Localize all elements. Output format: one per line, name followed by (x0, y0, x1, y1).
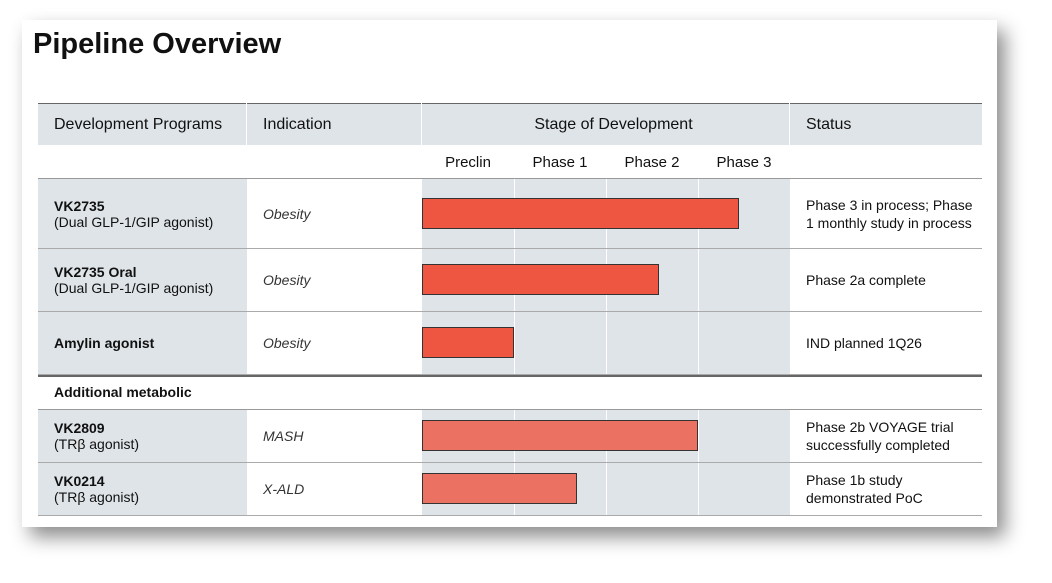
header-bg (38, 103, 982, 145)
stage-label: Phase 3 (716, 153, 772, 171)
stage-divider (698, 410, 699, 462)
progress-bar (422, 327, 514, 358)
row-rule (38, 248, 982, 249)
progress-bar (422, 420, 698, 451)
rule (38, 178, 982, 179)
row-rule (38, 311, 982, 312)
card: Pipeline Overview Development Programs In… (22, 20, 997, 527)
program-name: Amylin agonist (54, 335, 155, 351)
stage-label: Preclin (445, 153, 491, 171)
program-name: VK2809 (54, 420, 105, 436)
program-bg (38, 179, 247, 248)
stage-divider (698, 463, 699, 515)
status: Phase 2a complete (806, 272, 926, 288)
program-cell: VK0214 (TRβ agonist) (38, 463, 247, 515)
column-header: Development Programs (38, 103, 247, 145)
program-cell: Amylin agonist (38, 312, 247, 374)
status: IND planned 1Q26 (806, 335, 922, 351)
program-cell: VK2809 (TRβ agonist) (38, 410, 247, 462)
program-detail: (TRβ agonist) (54, 489, 140, 505)
indication: Obesity (263, 335, 311, 351)
section-title: Additional metabolic (54, 384, 192, 400)
page-title: Pipeline Overview (33, 28, 282, 60)
indication: Obesity (263, 272, 311, 288)
progress-bar (422, 264, 660, 295)
column-header: Status (806, 116, 852, 133)
indication: Obesity (263, 205, 311, 222)
program-bg (38, 312, 247, 374)
progress-bar (422, 473, 577, 504)
program-name: VK2735 (54, 197, 105, 214)
indication: MASH (263, 428, 304, 444)
program-bg (38, 249, 247, 311)
stage-divider (606, 463, 607, 515)
status: Phase 2b VOYAGE trial successfully compl… (806, 419, 954, 453)
program-detail: (Dual GLP-1/GIP agonist) (54, 280, 214, 296)
row-rule (38, 515, 982, 516)
row-rule (38, 374, 982, 375)
status: Phase 1b study demonstrated PoC (806, 472, 923, 506)
stage-divider (514, 312, 515, 374)
program-name: VK2735 Oral (54, 264, 137, 280)
program-bg (38, 410, 247, 462)
rule (38, 375, 982, 377)
status: Phase 3 in process; Phase 1 monthly stud… (806, 196, 973, 231)
stage-label: Phase 1 (532, 153, 588, 171)
row-rule (38, 462, 982, 463)
program-detail: (TRβ agonist) (54, 436, 140, 452)
stage-divider (698, 312, 699, 374)
progress-bar (422, 197, 740, 229)
program-name: VK0214 (54, 473, 105, 489)
indication: X-ALD (263, 481, 305, 497)
column-header: Indication (247, 103, 422, 145)
stage-label: Phase 2 (624, 153, 680, 171)
program-detail: (Dual GLP-1/GIP agonist) (54, 213, 214, 230)
stage-divider (698, 249, 699, 311)
program-bg (38, 463, 247, 515)
program-cell: VK2735 (Dual GLP-1/GIP agonist) (38, 179, 247, 248)
rule (38, 409, 982, 410)
column-header: Stage of Development (422, 103, 790, 145)
program-cell: VK2735 Oral (Dual GLP-1/GIP agonist) (38, 249, 247, 311)
stage-divider (606, 312, 607, 374)
